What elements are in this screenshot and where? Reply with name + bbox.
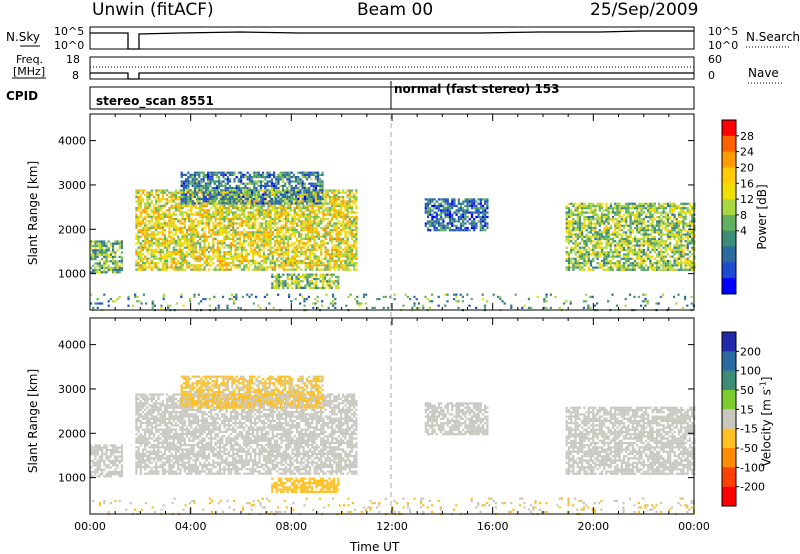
echo-region xyxy=(271,273,340,289)
power-colorbar-swatch xyxy=(722,183,736,200)
echo-region xyxy=(271,477,340,493)
station-title: Unwin (fitACF) xyxy=(92,0,214,20)
noise-right-tick-top: 10^5 xyxy=(708,25,739,38)
freq-right-tick-top: 60 xyxy=(708,53,722,66)
power-panel xyxy=(90,171,696,312)
power-colorbar-tick-label: 28 xyxy=(740,130,754,143)
power-colorbar-tick-label: 20 xyxy=(740,161,754,174)
freq-line xyxy=(90,72,694,80)
echo-region xyxy=(565,202,696,271)
x-tick-label: 04:00 xyxy=(175,520,207,533)
noise-sky-label: N.Sky xyxy=(6,30,41,44)
velocity-colorbar-swatch xyxy=(722,428,736,449)
noise-search-label: N.Search xyxy=(746,30,800,44)
power-colorbar-swatch xyxy=(722,246,736,263)
power-colorbar-swatch xyxy=(722,199,736,216)
echo-region xyxy=(180,171,324,205)
cpid-mode-1: stereo_scan 8551 xyxy=(96,94,214,108)
velocity-colorbar-swatch xyxy=(722,467,736,487)
freq-left-tick-bottom: 8 xyxy=(72,69,79,82)
beam-title: Beam 00 xyxy=(357,0,434,20)
y-tick-label: 1000 xyxy=(58,268,86,281)
freq-panel xyxy=(12,56,782,84)
velocity-colorbar-tick-label: 200 xyxy=(740,345,761,358)
echo-region xyxy=(424,402,489,436)
velocity-colorbar-swatch xyxy=(722,486,736,507)
date-title: 25/Sep/2009 xyxy=(590,0,699,20)
power-colorbar-tick-label: 24 xyxy=(740,146,754,159)
echo-region xyxy=(565,406,696,475)
axes: 4000 3000 2000 1000 4000 3000 2000 1000 00:00 04:… xyxy=(58,114,710,533)
power-colorbar-swatch xyxy=(722,167,736,184)
echo-region xyxy=(135,393,358,475)
velocity-colorbar-tick-label: -100 xyxy=(740,461,765,474)
cpid-panel xyxy=(89,81,695,110)
velocity-colorbar-tick-label: -15 xyxy=(740,423,758,436)
velocity-colorbar-tick-label: 100 xyxy=(740,365,761,378)
velocity-colorbar-tick-label: 15 xyxy=(740,403,754,416)
nave-label: Nave xyxy=(748,66,779,80)
power-colorbar-swatch xyxy=(722,230,736,247)
echo-region xyxy=(92,497,695,516)
velocity-colorbar-swatch xyxy=(722,409,736,429)
power-colorbar-tick-label: 16 xyxy=(740,177,754,190)
freq-left-tick-top: 18 xyxy=(66,53,80,66)
echo-region xyxy=(90,444,123,478)
cpid-label: CPID xyxy=(6,89,39,103)
y-tick-label: 4000 xyxy=(58,339,86,352)
velocity-colorbar-swatch xyxy=(722,332,736,352)
y-tick-label: 3000 xyxy=(58,383,86,396)
noise-right-tick-bottom: 10^0 xyxy=(708,39,739,52)
power-colorbar-tick-label: 4 xyxy=(740,225,747,238)
x-tick-label: 00:00 xyxy=(678,520,710,533)
freq-unit-label: [MHz] xyxy=(13,65,46,78)
velocity-colorbar-tick-label: 50 xyxy=(740,384,754,397)
power-colorbar-swatch xyxy=(722,120,736,137)
y-tick-label: 2000 xyxy=(58,223,86,236)
x-tick-label: 08:00 xyxy=(275,520,307,533)
freq-label: Freq. xyxy=(16,53,44,66)
velocity-panel xyxy=(90,375,696,516)
x-axis-label: Time UT xyxy=(350,540,400,554)
cpid-mode-2: normal (fast stereo) 153 xyxy=(394,82,560,96)
x-tick-label: 16:00 xyxy=(477,520,509,533)
y-tick-label: 4000 xyxy=(58,135,86,148)
velocity-colorbar-swatch xyxy=(722,390,736,410)
power-colorbar-swatch xyxy=(722,278,736,295)
y-tick-label: 1000 xyxy=(58,472,86,485)
freq-right-tick-bottom: 0 xyxy=(708,69,715,82)
power-colorbar-swatch xyxy=(722,262,736,279)
velocity-colorbar-tick-label: -50 xyxy=(740,442,758,455)
power-colorbar-swatch xyxy=(722,135,736,152)
noise-panel xyxy=(20,26,790,50)
y-tick-label: 3000 xyxy=(58,179,86,192)
velocity-colorbar-swatch xyxy=(722,370,736,391)
velocity-colorbar-swatch xyxy=(722,448,736,468)
echo-region xyxy=(135,189,358,271)
velocity-colorbar-swatch xyxy=(722,351,736,371)
velocity-colorbar-tick-label: -200 xyxy=(740,481,765,494)
power-colorbar-tick-label: 8 xyxy=(740,209,747,222)
power-colorbar-swatch xyxy=(722,214,736,231)
noise-left-tick-top: 10^5 xyxy=(54,25,85,38)
x-tick-label: 20:00 xyxy=(577,520,609,533)
noise-sky-line xyxy=(90,30,694,50)
colorbars: 28 24 20 16 12 8 4 200 100 50 15 -15 -50 -100 -200 xyxy=(721,119,765,507)
power-colorbar-swatch xyxy=(722,151,736,168)
noise-left-tick-bottom: 10^0 xyxy=(54,39,85,52)
y-tick-label: 2000 xyxy=(58,427,86,440)
x-tick-label: 00:00 xyxy=(74,520,106,533)
power-colorbar-tick-label: 12 xyxy=(740,193,754,206)
echo-region xyxy=(424,198,489,232)
x-tick-label: 12:00 xyxy=(376,520,408,533)
echo-region xyxy=(180,375,324,409)
echo-region xyxy=(90,240,123,274)
